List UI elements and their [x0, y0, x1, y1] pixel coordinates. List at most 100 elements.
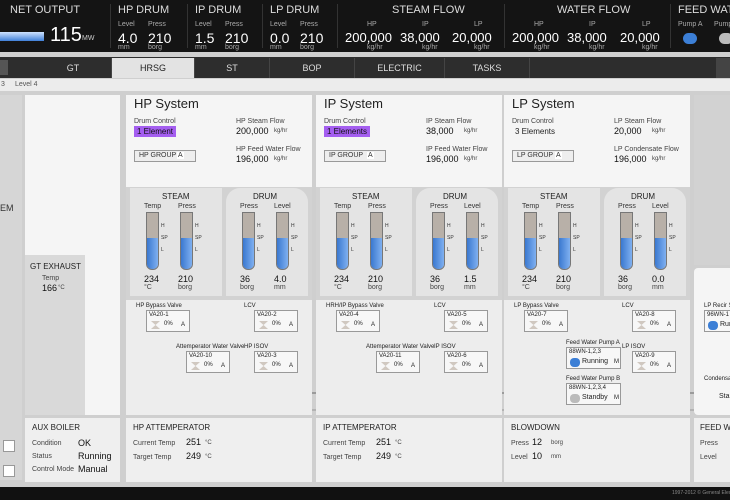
value: 251	[376, 437, 392, 447]
side-strip	[0, 95, 22, 480]
valve[interactable]: VA20-5 0% A	[444, 310, 488, 332]
tab[interactable]: HRSG	[112, 58, 195, 78]
gauge-unit: mm	[652, 284, 664, 291]
pump[interactable]: 88WN-1,2,3,4 Standby M	[566, 383, 621, 405]
header-unit: kg/hr	[422, 44, 438, 51]
side-button[interactable]	[3, 440, 15, 452]
search-button[interactable]	[716, 58, 730, 78]
gauge-value: 36	[240, 274, 251, 284]
pump-icon	[719, 33, 730, 44]
gauge-fill	[277, 238, 288, 269]
label: Status	[32, 453, 52, 460]
gauge-fill	[147, 238, 158, 269]
label: HP Feed Water Flow	[236, 146, 301, 153]
valve[interactable]: VA20-6 0% A	[444, 351, 488, 373]
drum-box	[226, 188, 308, 296]
header-bar	[0, 0, 730, 52]
tab[interactable]: GT	[35, 58, 112, 78]
tab[interactable]: ST	[195, 58, 270, 78]
tab[interactable]: BOP	[270, 58, 355, 78]
gauge-mark: H	[161, 223, 165, 229]
valve[interactable]: VA20-2 0% A	[254, 310, 298, 332]
valve-icon	[151, 321, 160, 329]
valve-mode: A	[667, 363, 672, 369]
label: Target Temp	[133, 454, 172, 461]
pump[interactable]: 96WN-1 Running	[704, 310, 730, 332]
label: Control Mode	[32, 466, 75, 473]
gauge-mark: SP	[257, 235, 264, 241]
group-button[interactable]: HP GROUP A	[134, 150, 196, 162]
valve-id: VA20-6	[447, 353, 467, 359]
value: 20,000	[614, 126, 642, 136]
gauge-mark: SP	[635, 235, 642, 241]
side-button[interactable]	[3, 465, 15, 477]
valve-icon	[449, 321, 458, 329]
valve[interactable]: VA20-1 0% A	[146, 310, 190, 332]
unit: kg/hr	[464, 156, 478, 162]
header-sublabel: Press	[300, 21, 318, 28]
gauge-fill	[525, 238, 536, 269]
valve[interactable]: VA20-3 0% A	[254, 351, 298, 373]
header-label: LP DRUM	[270, 4, 320, 16]
header-value: 210	[300, 30, 324, 46]
gauge-fill	[181, 238, 192, 269]
header-sublabel: LP	[474, 21, 483, 28]
steam-box	[130, 188, 222, 296]
header-value: 38,000	[567, 30, 607, 45]
gauge-unit: borg	[618, 284, 633, 291]
valve-icon	[259, 321, 268, 329]
valve-value: 0%	[164, 321, 173, 327]
label: LP Condensate Flow	[614, 146, 679, 153]
valve-label: HP ISOV	[244, 344, 269, 350]
gauge-mark: L	[635, 247, 638, 253]
drum-control: 1 Elements	[324, 126, 371, 137]
valve[interactable]: VA20-9 0% A	[632, 351, 676, 373]
pump[interactable]: 88WN-1,2,3 Running M	[566, 347, 621, 369]
header-value: 210	[225, 30, 249, 46]
valve[interactable]: VA20-8 0% A	[632, 310, 676, 332]
gt-duct	[25, 255, 85, 415]
valve-mode: A	[289, 322, 294, 328]
tab[interactable]: TASKS	[445, 58, 530, 78]
valve-icon	[637, 321, 646, 329]
gauge-fill	[621, 238, 632, 269]
gauge-mark: H	[257, 223, 261, 229]
gauge-mark: SP	[195, 235, 202, 241]
header-value: 210	[148, 30, 172, 46]
gauge-unit: mm	[274, 284, 286, 291]
gauge-mark: H	[539, 223, 543, 229]
valve-value: 0%	[462, 362, 471, 368]
pump-status: Standby	[719, 393, 730, 400]
gauge-value: 210	[178, 274, 194, 284]
pump-id: 96WN-1	[707, 312, 730, 318]
gauge-mark: H	[669, 223, 673, 229]
gauge-mark: H	[447, 223, 451, 229]
gauge-label: Temp	[522, 203, 540, 210]
valve[interactable]: VA20-4 0% A	[336, 310, 380, 332]
separator	[504, 4, 505, 48]
header-unit: kg/hr	[534, 44, 550, 51]
group-button[interactable]: IP GROUP A	[324, 150, 386, 162]
gauge-tube	[370, 212, 383, 270]
group-button[interactable]: LP GROUP A	[512, 150, 574, 162]
value: 200,000	[236, 126, 269, 136]
side-label: EM	[0, 203, 14, 213]
value: 12	[532, 437, 543, 447]
right-box	[694, 268, 730, 415]
valve[interactable]: VA20-10 0% A	[186, 351, 230, 373]
valve-icon	[637, 362, 646, 370]
header-label: STEAM FLOW	[392, 4, 465, 16]
right-panel	[694, 95, 730, 265]
gauge-value: 210	[368, 274, 384, 284]
valve[interactable]: VA20-11 0% A	[376, 351, 420, 373]
nav-button[interactable]	[0, 60, 8, 75]
pump-id: 88WN-1,2,3,4	[569, 385, 607, 391]
valve[interactable]: VA20-7 0% A	[524, 310, 568, 332]
valve-mode: A	[221, 363, 226, 369]
tab[interactable]: ELECTRIC	[355, 58, 445, 78]
gauge-label: Level	[464, 203, 481, 210]
gauge-value: 0.0	[652, 274, 665, 284]
header-sublabel: Pump B	[714, 21, 730, 28]
gauge-mark: SP	[539, 235, 546, 241]
gauge-value: 210	[556, 274, 572, 284]
